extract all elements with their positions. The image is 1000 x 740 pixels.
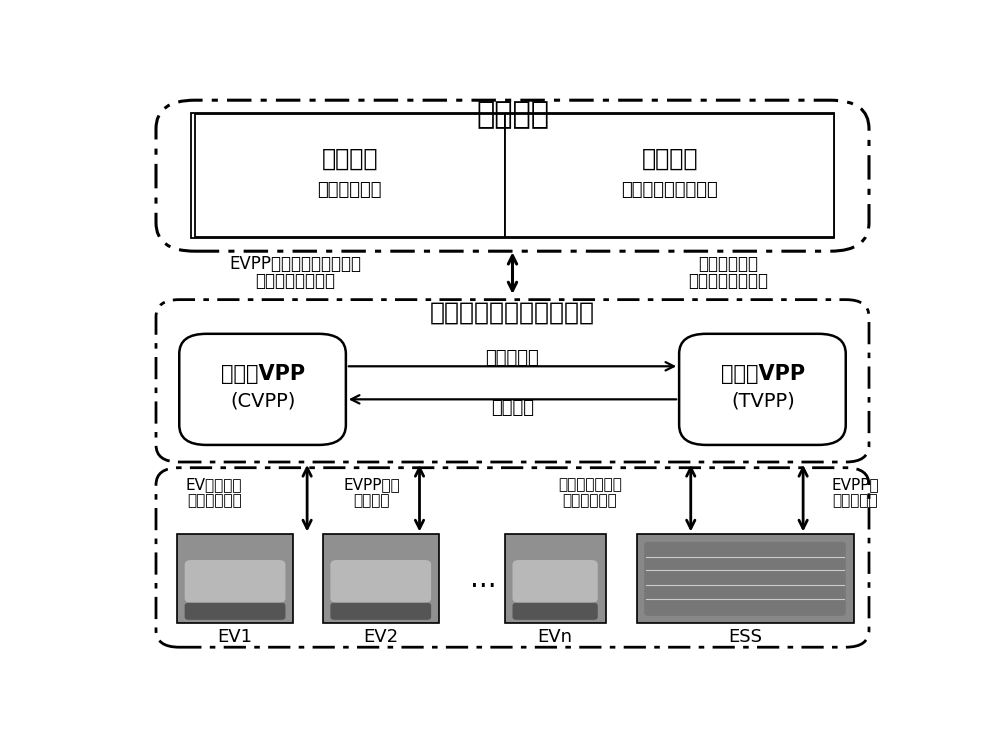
Text: EV用户自由: EV用户自由 xyxy=(186,477,242,492)
FancyBboxPatch shape xyxy=(179,334,346,445)
Bar xyxy=(195,115,505,237)
Text: EVPP下: EVPP下 xyxy=(831,477,879,492)
Text: 提交购、售电计划: 提交购、售电计划 xyxy=(256,272,336,290)
Text: 下发充、放电电价: 下发充、放电电价 xyxy=(688,272,768,290)
Text: ESS: ESS xyxy=(728,628,762,646)
FancyBboxPatch shape xyxy=(330,560,431,603)
Bar xyxy=(637,534,854,622)
Text: 电力交易中心: 电力交易中心 xyxy=(698,255,758,273)
Text: (TVPP): (TVPP) xyxy=(731,391,795,411)
FancyBboxPatch shape xyxy=(644,542,846,616)
Bar xyxy=(191,112,834,238)
Text: 选择充电时段: 选择充电时段 xyxy=(187,493,242,508)
FancyBboxPatch shape xyxy=(185,603,285,620)
Text: (CVPP): (CVPP) xyxy=(230,391,296,411)
FancyBboxPatch shape xyxy=(512,603,598,620)
Text: EV2: EV2 xyxy=(363,628,398,646)
Text: （电量出清）: （电量出清） xyxy=(318,181,382,199)
Text: （不平衡功率出清）: （不平衡功率出清） xyxy=(621,181,718,199)
Text: 提供运行参数: 提供运行参数 xyxy=(563,493,617,508)
Text: EVn: EVn xyxy=(538,628,573,646)
Bar xyxy=(505,534,606,622)
Text: 电力市场: 电力市场 xyxy=(476,100,549,129)
Bar xyxy=(505,115,834,237)
Text: 发出力计划: 发出力计划 xyxy=(832,493,878,508)
Bar xyxy=(323,534,439,622)
FancyBboxPatch shape xyxy=(156,468,869,648)
FancyBboxPatch shape xyxy=(679,334,846,445)
Text: 技术型VPP: 技术型VPP xyxy=(721,363,805,384)
Text: 电动汽车虚拟电厂运营商: 电动汽车虚拟电厂运营商 xyxy=(430,300,595,324)
Text: 经济性最优: 经济性最优 xyxy=(486,349,539,367)
Text: EVPP下发: EVPP下发 xyxy=(343,477,400,492)
Text: EVPP向电力市场交易中心: EVPP向电力市场交易中心 xyxy=(230,255,362,273)
FancyBboxPatch shape xyxy=(156,300,869,462)
Text: 商业型VPP: 商业型VPP xyxy=(221,363,305,384)
Text: EV1: EV1 xyxy=(218,628,253,646)
FancyBboxPatch shape xyxy=(185,560,285,603)
Text: ...: ... xyxy=(470,565,496,593)
Text: 充电电价: 充电电价 xyxy=(353,493,390,508)
Text: 安全校核: 安全校核 xyxy=(491,399,534,417)
FancyBboxPatch shape xyxy=(512,560,598,603)
Text: 日前市场: 日前市场 xyxy=(322,147,378,170)
Text: 储能设备运营商: 储能设备运营商 xyxy=(558,477,622,492)
FancyBboxPatch shape xyxy=(156,100,869,251)
Bar xyxy=(177,534,293,622)
FancyBboxPatch shape xyxy=(330,603,431,620)
Text: 实时市场: 实时市场 xyxy=(642,147,698,170)
